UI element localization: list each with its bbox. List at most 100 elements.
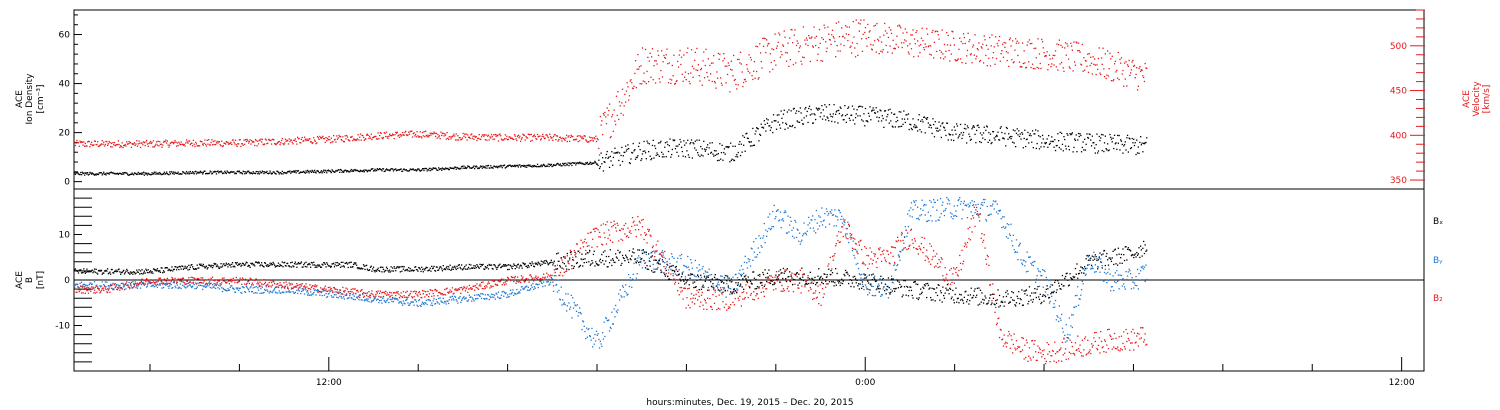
by-point: [493, 296, 495, 298]
density-point: [1125, 149, 1127, 151]
velocity-point: [173, 141, 175, 144]
density-point: [765, 130, 767, 132]
velocity-point: [869, 30, 871, 32]
bz-point: [84, 287, 86, 289]
by-point: [759, 237, 762, 239]
velocity-point: [990, 45, 992, 47]
velocity-point: [677, 60, 679, 63]
bz-point: [165, 283, 167, 285]
density-point: [1136, 139, 1138, 141]
by-point: [563, 302, 565, 304]
density-point: [97, 173, 99, 176]
velocity-point: [1057, 69, 1059, 71]
velocity-point: [736, 58, 739, 61]
velocity-point: [895, 43, 897, 46]
velocity-point: [486, 139, 488, 141]
by-point: [428, 299, 431, 301]
velocity-point: [116, 143, 119, 146]
velocity-point: [436, 137, 438, 139]
density-point: [1035, 147, 1037, 150]
velocity-point: [260, 138, 262, 140]
velocity-point: [696, 47, 698, 50]
bz-point: [524, 280, 526, 282]
density-point: [506, 166, 508, 168]
velocity-point: [139, 146, 142, 149]
density-point: [299, 172, 301, 174]
density-point: [242, 170, 244, 172]
velocity-point: [615, 123, 617, 126]
by-point: [416, 304, 418, 306]
velocity-point: [747, 70, 749, 72]
by-point: [1067, 333, 1069, 336]
velocity-point: [635, 87, 637, 89]
by-point: [602, 332, 604, 334]
by-point: [197, 282, 199, 284]
density-point: [158, 173, 160, 175]
bz-point: [294, 286, 296, 288]
bz-point: [255, 278, 257, 280]
density-point: [1091, 135, 1093, 137]
velocity-point: [989, 65, 992, 67]
density-point: [395, 170, 398, 172]
velocity-point: [918, 45, 920, 47]
density-point: [402, 168, 405, 170]
velocity-point: [582, 136, 584, 138]
density-point: [772, 114, 775, 116]
by-point: [841, 215, 843, 217]
by-point: [1071, 326, 1073, 329]
by-point: [750, 247, 752, 249]
velocity-point: [636, 68, 638, 70]
velocity-point: [382, 138, 384, 140]
velocity-point: [569, 140, 571, 142]
density-point: [540, 164, 542, 166]
bz-point: [263, 279, 265, 281]
velocity-point: [953, 44, 955, 46]
by-point: [846, 233, 848, 235]
by-point: [518, 291, 520, 293]
by-point: [546, 281, 548, 283]
density-point: [510, 165, 513, 168]
density-point: [355, 170, 357, 172]
density-point: [764, 123, 766, 126]
by-point: [402, 300, 405, 302]
velocity-point: [1072, 70, 1074, 72]
by-point: [730, 288, 732, 290]
density-point: [265, 171, 267, 174]
by-point: [898, 255, 900, 257]
by-point: [424, 302, 426, 304]
velocity-point: [86, 145, 88, 147]
velocity-point: [389, 134, 391, 136]
density-point: [448, 168, 450, 171]
density-point: [330, 171, 332, 173]
bz-point: [219, 283, 221, 285]
bz-point: [335, 288, 337, 290]
density-point: [422, 168, 424, 170]
velocity-point: [84, 145, 86, 147]
velocity-point: [569, 136, 572, 139]
by-point: [1086, 267, 1088, 269]
velocity-point: [730, 60, 732, 62]
density-point: [438, 167, 440, 169]
velocity-point: [454, 139, 457, 141]
bz-point: [408, 294, 411, 296]
density-point: [433, 167, 435, 170]
bz-point: [405, 296, 408, 298]
density-point: [642, 150, 644, 152]
density-point: [917, 130, 919, 132]
by-point: [123, 285, 126, 287]
velocity-point: [791, 29, 793, 31]
velocity-point: [827, 26, 829, 28]
by-point: [202, 288, 204, 291]
velocity-point: [500, 135, 502, 137]
density-point: [1006, 127, 1008, 130]
density-point: [222, 172, 224, 174]
velocity-point: [115, 144, 117, 146]
bz-point: [472, 285, 474, 287]
by-point: [426, 303, 428, 306]
density-point: [970, 138, 972, 140]
by-point: [496, 293, 498, 295]
density-point: [689, 143, 691, 145]
by-point: [249, 287, 251, 289]
by-point: [473, 300, 475, 302]
